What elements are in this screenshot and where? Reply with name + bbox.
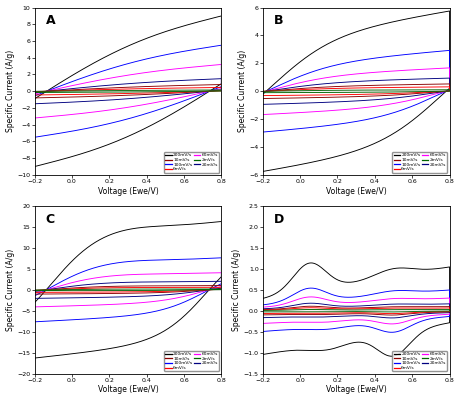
Legend: 200mV/s, 10mV/s, 100mV/s, 6mV/s, 60mV/s, 2mV/s, 20mV/s: 200mV/s, 10mV/s, 100mV/s, 6mV/s, 60mV/s,… [392,152,446,173]
Text: B: B [274,14,283,27]
X-axis label: Voltage (Ewe/V): Voltage (Ewe/V) [325,187,386,196]
Legend: 200mV/s, 10mV/s, 100mV/s, 6mV/s, 60mV/s, 2mV/s, 20mV/s: 200mV/s, 10mV/s, 100mV/s, 6mV/s, 60mV/s,… [164,152,218,173]
Text: A: A [46,14,56,27]
X-axis label: Voltage (Ewe/V): Voltage (Ewe/V) [97,187,158,196]
Y-axis label: Specific Current (A/g): Specific Current (A/g) [237,50,246,132]
Legend: 200mV/s, 10mV/s, 100mV/s, 6mV/s, 60mV/s, 2mV/s, 20mV/s: 200mV/s, 10mV/s, 100mV/s, 6mV/s, 60mV/s,… [164,351,218,371]
Y-axis label: Specific Current (A/g): Specific Current (A/g) [231,249,241,331]
X-axis label: Voltage (Ewe/V): Voltage (Ewe/V) [325,386,386,394]
Text: C: C [46,213,55,226]
Y-axis label: Specific Current (A/g): Specific Current (A/g) [6,249,15,331]
Text: D: D [274,213,284,226]
X-axis label: Voltage (Ewe/V): Voltage (Ewe/V) [97,386,158,394]
Y-axis label: Specific Current (A/g): Specific Current (A/g) [6,50,15,132]
Legend: 200mV/s, 10mV/s, 100mV/s, 6mV/s, 60mV/s, 2mV/s, 20mV/s: 200mV/s, 10mV/s, 100mV/s, 6mV/s, 60mV/s,… [392,351,446,371]
